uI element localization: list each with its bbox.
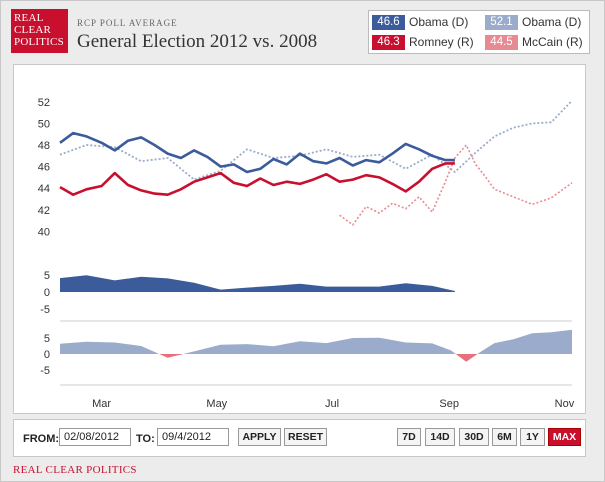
legend-value-mccain-2008: 44.5 xyxy=(485,35,518,50)
to-label: TO: xyxy=(136,433,155,445)
legend-label-romney-2012: Romney (R) xyxy=(409,35,474,49)
rcp-logo[interactable]: REAL CLEAR POLITICS xyxy=(11,9,68,53)
legend-item-mccain-2008[interactable]: 44.5 McCain (R) xyxy=(485,34,583,51)
legend-value-romney-2012: 46.3 xyxy=(372,35,405,50)
from-date-input[interactable] xyxy=(59,428,131,446)
legend-item-obama-2008[interactable]: 52.1 Obama (D) xyxy=(485,14,581,31)
poll-chart[interactable]: 40 42 44 46 48 50 52 Mar May Jul Sep Nov -5 0 5 -5 0 5 xyxy=(14,65,585,413)
from-label: FROM: xyxy=(23,433,60,445)
series-obama-2012 xyxy=(59,131,455,174)
range-30d-button[interactable]: 30D xyxy=(459,428,489,446)
y-tick-label: 42 xyxy=(38,205,50,217)
x-tick-label: Nov xyxy=(555,398,575,410)
apply-button[interactable]: APPLY xyxy=(238,428,281,446)
spread-tick-label: 5 xyxy=(44,270,50,282)
x-tick-label: Sep xyxy=(439,398,459,410)
x-tick-label: Jul xyxy=(325,398,339,410)
series-obama-2008 xyxy=(59,100,573,181)
legend-value-obama-2008: 52.1 xyxy=(485,15,518,30)
y-tick-label: 48 xyxy=(38,140,50,152)
legend-item-obama-2012[interactable]: 46.6 Obama (D) xyxy=(372,14,468,31)
y-tick-label: 46 xyxy=(38,162,50,174)
legend-item-romney-2012[interactable]: 46.3 Romney (R) xyxy=(372,34,474,51)
chart-supertitle: RCP POLL AVERAGE xyxy=(77,18,178,28)
spread-tick-label: 5 xyxy=(44,333,50,345)
series-romney-2012 xyxy=(59,162,455,196)
legend-label-obama-2012: Obama (D) xyxy=(409,15,469,29)
legend-label-mccain-2008: McCain (R) xyxy=(522,35,583,49)
y-tick-label: 52 xyxy=(38,97,50,109)
x-tick-label: May xyxy=(206,398,227,410)
chart-title: General Election 2012 vs. 2008 xyxy=(77,31,318,52)
range-14d-button[interactable]: 14D xyxy=(425,428,455,446)
range-1y-button[interactable]: 1Y xyxy=(520,428,545,446)
spread-tick-label: -5 xyxy=(40,365,50,377)
range-7d-button[interactable]: 7D xyxy=(397,428,421,446)
spread-2012-area-positive xyxy=(60,275,455,292)
legend-label-obama-2008: Obama (D) xyxy=(522,15,582,29)
spread-tick-label: -5 xyxy=(40,304,50,316)
footer-brand[interactable]: REAL CLEAR POLITICS xyxy=(13,464,137,476)
y-tick-label: 44 xyxy=(38,183,50,195)
series-mccain-2008 xyxy=(339,144,573,226)
spread-tick-label: 0 xyxy=(44,287,50,299)
range-6m-button[interactable]: 6M xyxy=(492,428,517,446)
logo-line-1: REAL xyxy=(14,12,44,24)
date-range-controls: FROM: TO: APPLY RESET 7D 14D 30D 6M 1Y M… xyxy=(13,419,586,457)
spread-tick-label: 0 xyxy=(44,349,50,361)
x-tick-label: Mar xyxy=(92,398,111,410)
to-date-input[interactable] xyxy=(157,428,229,446)
logo-line-2: CLEAR xyxy=(14,24,52,36)
chart-area: 40 42 44 46 48 50 52 Mar May Jul Sep Nov -5 0 5 -5 0 5 xyxy=(13,64,586,414)
legend-value-obama-2012: 46.6 xyxy=(372,15,405,30)
logo-line-3: POLITICS xyxy=(14,36,64,48)
spread-2008-area-positive xyxy=(60,329,572,354)
legend: 46.6 Obama (D) 52.1 Obama (D) 46.3 Romney (… xyxy=(368,10,590,54)
spread-2008-area-negative xyxy=(60,354,572,362)
y-tick-label: 40 xyxy=(38,226,50,238)
reset-button[interactable]: RESET xyxy=(284,428,327,446)
range-max-button[interactable]: MAX xyxy=(548,428,581,446)
y-tick-label: 50 xyxy=(38,118,50,130)
